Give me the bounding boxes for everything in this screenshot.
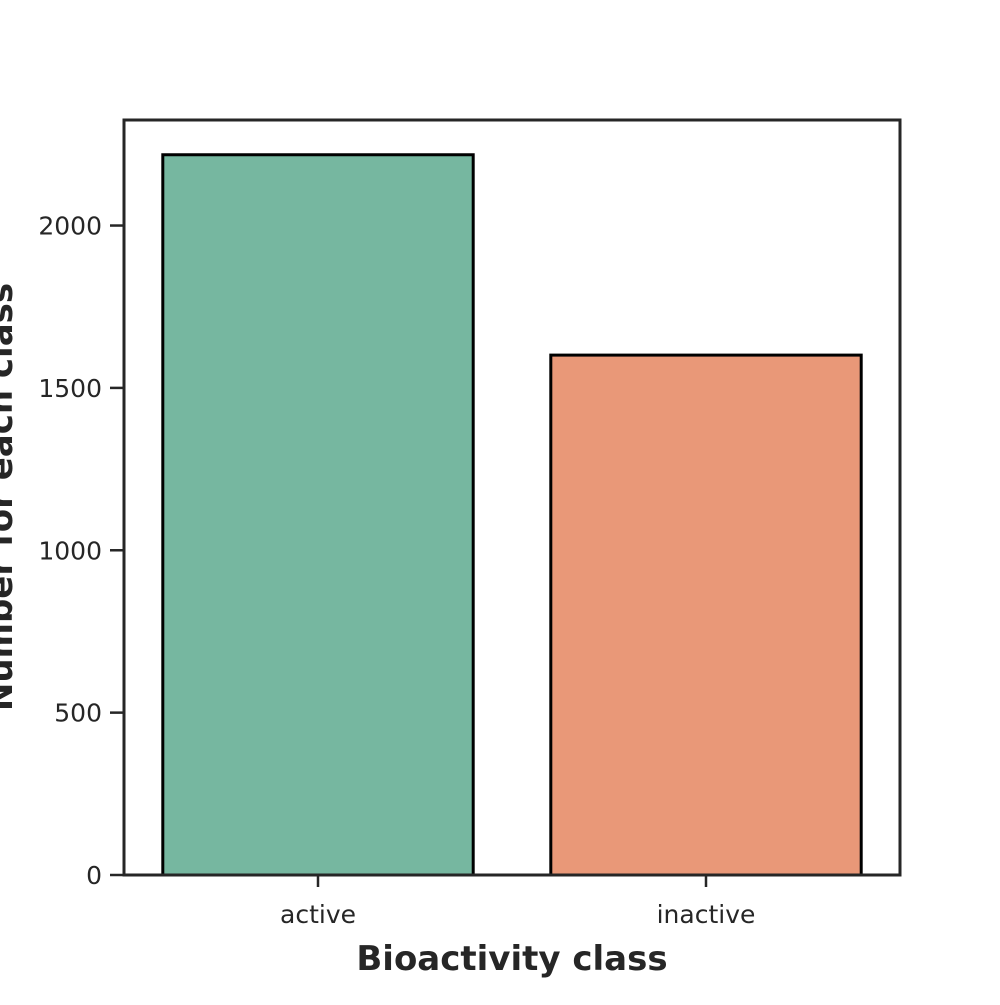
y-tick-label: 500: [54, 699, 102, 728]
y-tick-label: 2000: [38, 212, 102, 241]
x-tick-label: active: [280, 900, 356, 929]
bar-inactive: [549, 353, 863, 877]
y-tick-label: 1000: [38, 536, 102, 565]
y-axis: 0 500 1000 1500 2000: [38, 212, 124, 890]
y-tick-label: 1500: [38, 374, 102, 403]
bar-active: [161, 153, 475, 877]
y-axis-title: Number for each class: [0, 283, 21, 711]
bars-layer: [161, 153, 863, 877]
x-axis: active inactive: [280, 875, 755, 929]
x-axis-title: Bioactivity class: [356, 939, 667, 979]
plot-frame: [122, 118, 902, 877]
y-tick-label: 0: [86, 861, 102, 890]
x-tick-label: inactive: [657, 900, 756, 929]
